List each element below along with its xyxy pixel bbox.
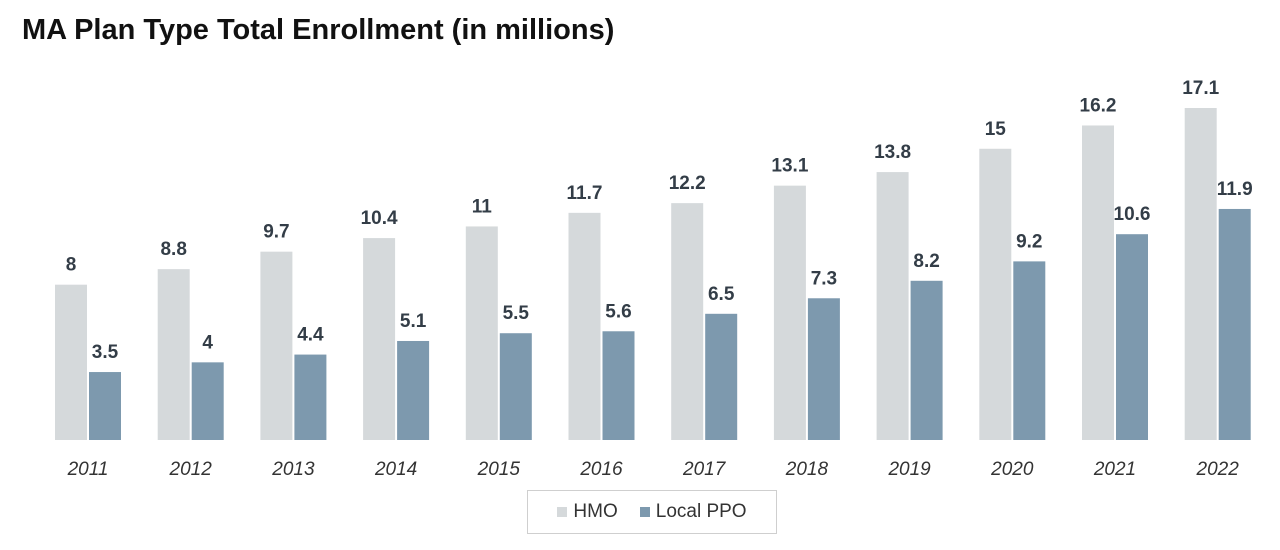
legend-item-hmo: HMO	[557, 501, 618, 523]
bar-hmo-2013	[260, 251, 293, 440]
x-tick-label: 2020	[990, 459, 1034, 480]
data-label-hmo-2011: 8	[66, 255, 77, 276]
bar-hmo-2022	[1184, 108, 1217, 440]
bar-local-ppo-2016	[602, 331, 635, 440]
legend-swatch-hmo	[557, 507, 568, 517]
data-label-hmo-2013: 9.7	[263, 222, 289, 243]
data-label-hmo-2016: 11.7	[567, 183, 603, 204]
data-label-local-ppo-2018: 7.3	[811, 268, 837, 289]
x-tick-label: 2014	[374, 459, 417, 480]
data-label-local-ppo-2011: 3.5	[92, 342, 119, 363]
legend-label-hmo: HMO	[573, 501, 618, 522]
data-label-hmo-2020: 15	[985, 119, 1007, 140]
bar-chart: 8 3.5 2011 8.8 4 2012 9.7 4.4 2013 10.4 5.1 2014 11 5…	[55, 78, 1253, 480]
bar-hmo-2018	[773, 185, 806, 440]
bar-local-ppo-2022	[1218, 208, 1251, 440]
x-tick-label: 2011	[67, 459, 109, 480]
data-label-hmo-2015: 11	[472, 196, 493, 217]
x-tick-label: 2017	[682, 459, 727, 480]
chart-title: MA Plan Type Total Enrollment (in millio…	[22, 14, 615, 46]
data-label-hmo-2017: 12.2	[669, 173, 706, 194]
bar-hmo-2017	[671, 203, 704, 440]
bar-local-ppo-2014	[397, 340, 430, 440]
bar-local-ppo-2019	[910, 280, 943, 440]
data-label-hmo-2019: 13.8	[874, 142, 911, 163]
x-tick-label: 2021	[1093, 459, 1136, 480]
data-label-hmo-2022: 17.1	[1182, 78, 1219, 99]
bar-local-ppo-2017	[705, 313, 738, 440]
bar-local-ppo-2015	[499, 333, 532, 440]
data-label-local-ppo-2017: 6.5	[708, 284, 735, 305]
data-label-local-ppo-2019: 8.2	[913, 251, 939, 272]
data-label-local-ppo-2014: 5.1	[400, 311, 427, 332]
bar-hmo-2019	[876, 172, 909, 440]
bar-hmo-2012	[157, 269, 190, 440]
data-label-hmo-2012: 8.8	[160, 239, 186, 260]
x-tick-label: 2015	[477, 459, 521, 480]
legend-item-local-ppo: Local PPO	[639, 501, 747, 523]
bar-hmo-2011	[55, 284, 87, 440]
data-label-local-ppo-2015: 5.5	[503, 303, 530, 324]
bar-local-ppo-2013	[294, 354, 327, 440]
x-tick-label: 2019	[887, 459, 931, 480]
bar-local-ppo-2020	[1013, 261, 1046, 440]
data-label-local-ppo-2020: 9.2	[1016, 231, 1042, 252]
bar-hmo-2021	[1082, 125, 1114, 440]
data-label-local-ppo-2013: 4.4	[297, 325, 324, 346]
legend-label-local-ppo: Local PPO	[655, 501, 747, 522]
bar-hmo-2015	[465, 226, 498, 440]
bar-local-ppo-2011	[89, 372, 121, 440]
x-tick-label: 2018	[785, 459, 829, 480]
data-label-hmo-2021: 16.2	[1080, 95, 1117, 116]
bar-local-ppo-2012	[191, 362, 224, 440]
data-label-local-ppo-2016: 5.6	[605, 301, 631, 322]
legend-swatch-local-ppo	[639, 507, 650, 517]
bar-local-ppo-2018	[807, 298, 840, 440]
bar-hmo-2014	[363, 238, 396, 440]
bar-hmo-2016	[568, 212, 601, 440]
data-label-local-ppo-2022: 11.9	[1217, 179, 1253, 200]
data-label-hmo-2018: 13.1	[771, 156, 808, 177]
x-tick-label: 2012	[169, 459, 213, 480]
x-tick-label: 2022	[1196, 459, 1240, 480]
legend: HMO Local PPO	[527, 490, 777, 534]
x-tick-label: 2013	[271, 459, 315, 480]
data-label-local-ppo-2021: 10.6	[1114, 204, 1151, 225]
bar-local-ppo-2021	[1116, 234, 1148, 440]
data-label-local-ppo-2012: 4	[202, 332, 213, 353]
data-label-hmo-2014: 10.4	[361, 208, 398, 229]
x-tick-label: 2016	[579, 459, 623, 480]
bar-hmo-2020	[979, 148, 1012, 441]
